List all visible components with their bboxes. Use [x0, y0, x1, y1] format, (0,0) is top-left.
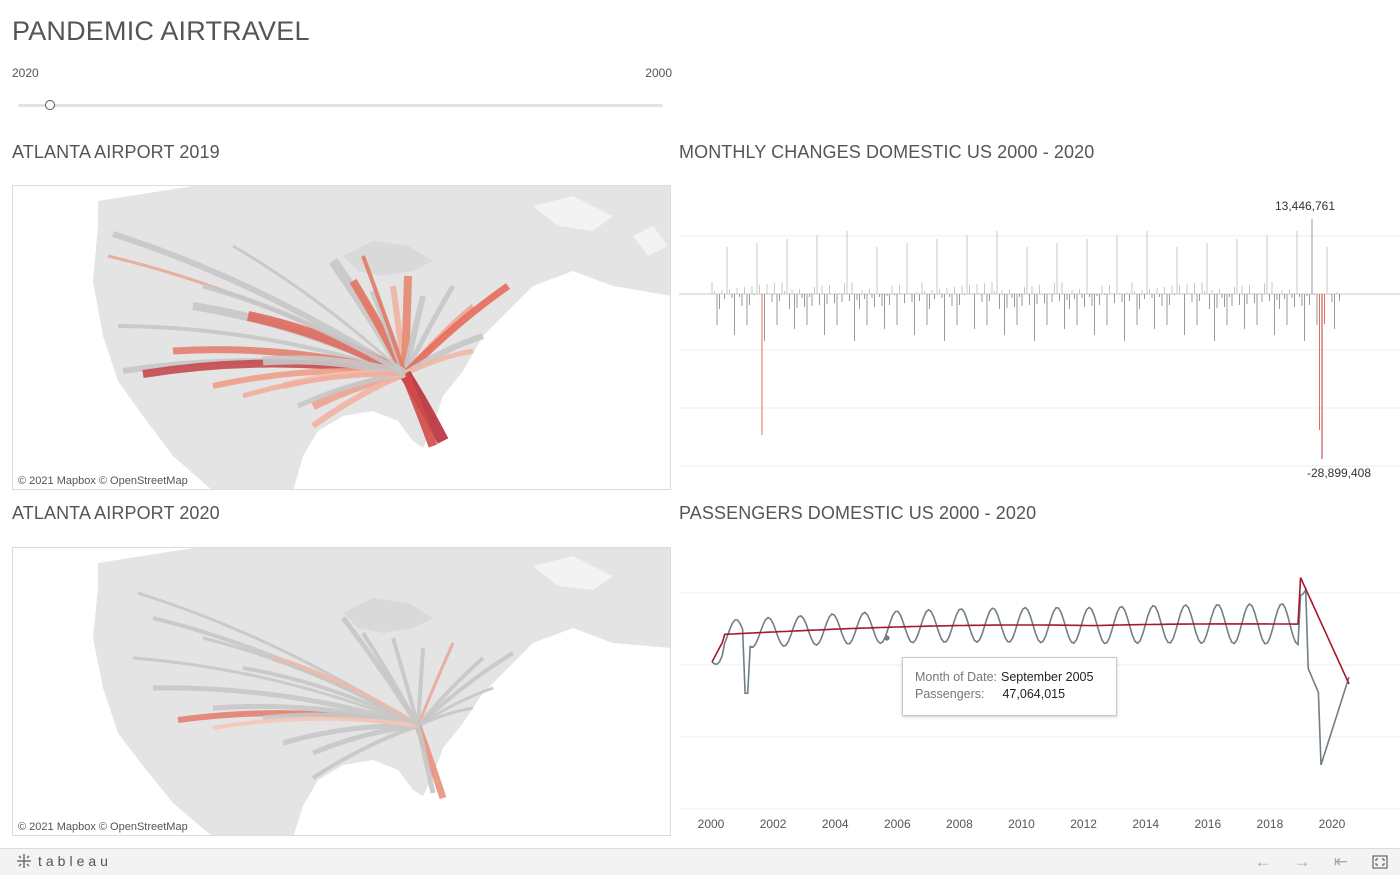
min-value-label: -28,899,408 — [1307, 466, 1371, 480]
monthly-gridlines — [679, 235, 1400, 467]
route-arc[interactable] — [417, 706, 474, 728]
x-tick-label: 2010 — [1008, 817, 1035, 831]
x-tick-label: 2020 — [1319, 817, 1346, 831]
route-arc[interactable] — [311, 371, 407, 429]
route-arc[interactable] — [391, 637, 420, 727]
tooltip-anchor-point[interactable] — [884, 635, 890, 641]
x-tick-label: 2018 — [1257, 817, 1284, 831]
monthly-bars[interactable] — [711, 219, 1340, 459]
map-2020[interactable]: © 2021 Mapbox © OpenStreetMap — [12, 547, 671, 836]
x-tick-label: 2004 — [822, 817, 849, 831]
x-tick-label: 2016 — [1194, 817, 1221, 831]
route-arc[interactable] — [311, 724, 419, 780]
tableau-logo-link[interactable]: tableau — [16, 853, 112, 869]
route-arc[interactable] — [132, 656, 419, 728]
map-landmass — [93, 548, 670, 835]
tooltip-passengers-value: 47,064,015 — [1002, 687, 1066, 701]
monthly-changes-title: MONTHLY CHANGES DOMESTIC US 2000 - 2020 — [679, 142, 1095, 162]
route-arc[interactable] — [400, 372, 438, 448]
map-2019[interactable]: © 2021 Mapbox © OpenStreetMap — [12, 185, 671, 490]
dashboard-title: PANDEMIC AIRTRAVEL — [12, 16, 310, 46]
slider-track[interactable] — [18, 104, 663, 107]
route-arc[interactable] — [212, 716, 419, 730]
monthly-changes-svg[interactable]: 13,446,761 -28,899,408 — [679, 185, 1400, 490]
monthly-changes-chart[interactable]: 13,446,761 -28,899,408 — [679, 185, 1400, 490]
revert-icon[interactable]: ⇤ — [1333, 852, 1349, 871]
route-arc[interactable] — [416, 642, 455, 727]
x-axis-ticks: 2000 2002 2004 2006 2008 2010 2012 2014 2016 2018… — [698, 817, 1346, 831]
route-arc[interactable] — [242, 371, 406, 399]
x-tick-label: 2006 — [884, 817, 911, 831]
x-tick-label: 2008 — [946, 817, 973, 831]
map-2019-canvas[interactable] — [13, 186, 671, 490]
route-arc[interactable] — [415, 725, 436, 794]
route-arc[interactable] — [416, 647, 425, 727]
year-slider[interactable]: 2020 2000 — [12, 66, 672, 116]
x-tick-label: 2002 — [760, 817, 787, 831]
route-arc[interactable] — [361, 631, 420, 727]
x-tick-label: 2012 — [1070, 817, 1097, 831]
passengers-actual-line[interactable] — [711, 587, 1350, 766]
route-arc[interactable] — [202, 636, 419, 728]
max-value-label: 13,446,761 — [1275, 199, 1335, 213]
redo-icon[interactable]: → — [1293, 852, 1311, 871]
tableau-toolbar: tableau ← → ⇤ — [0, 848, 1400, 875]
route-arcs-2019[interactable] — [107, 231, 510, 448]
slider-thumb[interactable] — [45, 100, 56, 110]
route-arc[interactable] — [361, 255, 407, 375]
map-2020-title: ATLANTA AIRPORT 2020 — [12, 503, 220, 523]
map-2020-attribution: © 2021 Mapbox © OpenStreetMap — [16, 821, 190, 833]
slider-min-label: 2020 — [12, 66, 39, 80]
route-arc[interactable] — [403, 348, 474, 377]
undo-icon[interactable]: ← — [1254, 852, 1272, 871]
route-arc[interactable] — [202, 283, 407, 377]
route-arc[interactable] — [416, 651, 515, 728]
route-arcs-2020[interactable] — [132, 591, 515, 800]
tableau-logo-icon — [17, 854, 31, 868]
passengers-title: PASSENGERS DOMESTIC US 2000 - 2020 — [679, 503, 1037, 523]
x-tick-label: 2014 — [1132, 817, 1159, 831]
passengers-trend-line[interactable] — [711, 577, 1350, 685]
map-2019-attribution: © 2021 Mapbox © OpenStreetMap — [16, 475, 190, 487]
tooltip-month-value: September 2005 — [1001, 670, 1094, 684]
route-arc[interactable] — [232, 244, 407, 376]
map-2019-title: ATLANTA AIRPORT 2019 — [12, 142, 220, 162]
tooltip-month-label: Month of Date: — [915, 670, 997, 684]
route-arc[interactable] — [402, 283, 510, 377]
tooltip: Month of Date: September 2005 Passengers… — [902, 657, 1117, 716]
tableau-brand-text: tableau — [38, 853, 112, 869]
route-arc[interactable] — [262, 355, 407, 379]
map-2020-canvas[interactable] — [13, 548, 671, 836]
route-arc[interactable] — [391, 362, 408, 378]
slider-max-label: 2000 — [645, 66, 672, 80]
fullscreen-icon[interactable] — [1368, 852, 1392, 872]
tooltip-passengers-label: Passengers: — [915, 687, 985, 701]
x-tick-label: 2000 — [698, 817, 725, 831]
